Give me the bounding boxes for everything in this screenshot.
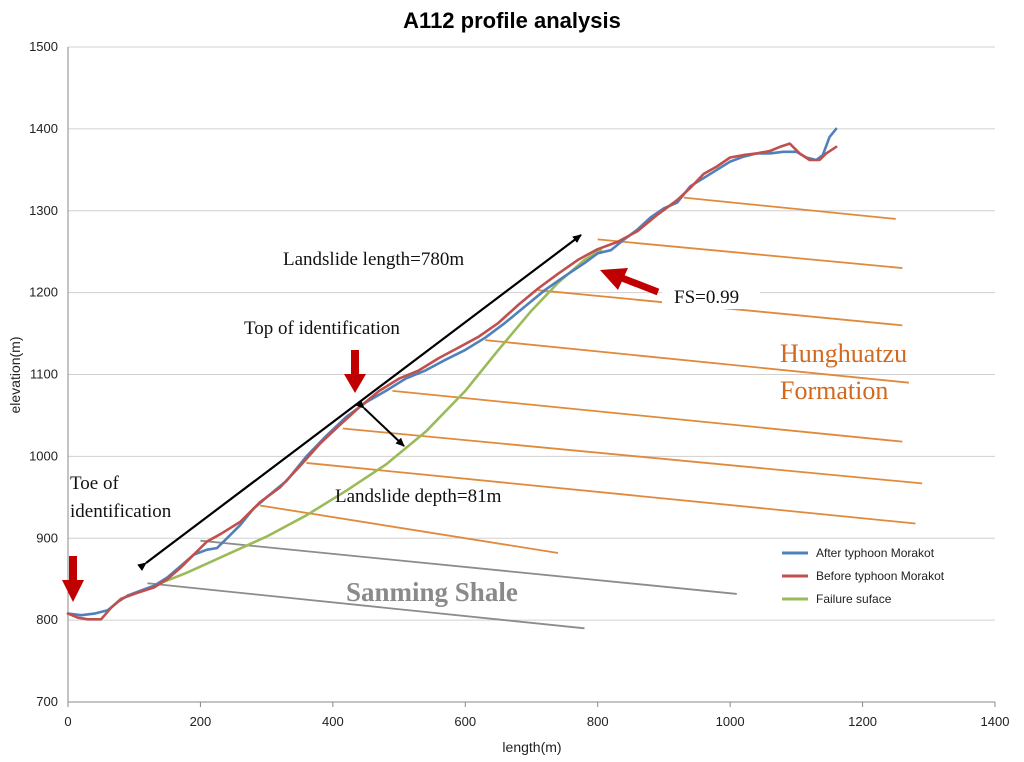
landslide-length-label: Landslide length=780m — [283, 249, 464, 270]
legend-label: Failure suface — [816, 592, 892, 606]
stratum-line-gray — [147, 582, 585, 630]
y-tick-label: 1400 — [29, 121, 58, 136]
stratum-line-orange — [259, 504, 559, 554]
stratum-line-orange — [597, 238, 903, 269]
x-tick-label: 1200 — [848, 714, 877, 729]
toe-identification-arrow — [62, 556, 84, 602]
gridlines — [68, 46, 995, 621]
formation-label-line2: Formation — [780, 376, 888, 405]
fs-label: FS=0.99 — [674, 287, 739, 308]
legend-label: Before typhoon Morakot — [816, 569, 945, 583]
y-axis-label: elevation(m) — [7, 336, 23, 413]
strata-lines — [147, 196, 923, 630]
chart-title: A112 profile analysis — [403, 8, 621, 33]
x-tick-label: 400 — [322, 714, 344, 729]
x-tick-label: 1400 — [981, 714, 1010, 729]
fs-label-background — [662, 283, 760, 309]
y-tick-label: 700 — [36, 694, 58, 709]
fs-arrow — [600, 268, 660, 296]
landslide-depth-label: Landslide depth=81m — [335, 486, 502, 507]
annotation-arrows — [62, 234, 660, 602]
y-tick-label: 1000 — [29, 448, 58, 463]
toe-identification-label-line2: identification — [70, 501, 172, 522]
series-line-1 — [66, 142, 838, 621]
x-tick-label: 600 — [454, 714, 476, 729]
stratum-line-orange — [683, 196, 896, 220]
x-tick-label: 800 — [587, 714, 609, 729]
shale-label: Sanming Shale — [346, 577, 518, 607]
x-tick-label: 200 — [190, 714, 212, 729]
landslide-length-arrow — [137, 234, 582, 572]
top-identification-arrow — [344, 350, 366, 393]
y-tick-label: 1200 — [29, 285, 58, 300]
x-axis-label: length(m) — [502, 739, 561, 755]
y-tick-label: 1500 — [29, 39, 58, 54]
legend-label: After typhoon Morakot — [816, 546, 935, 560]
y-tick-label: 1300 — [29, 203, 58, 218]
top-identification-label: Top of identification — [244, 318, 400, 339]
y-tick-label: 900 — [36, 530, 58, 545]
y-tick-label: 1100 — [30, 367, 58, 382]
x-tick-label: 0 — [64, 714, 71, 729]
axes: 700 800 900 1000 1100 1200 1300 1400 1500 0 200 400… — [29, 39, 1009, 729]
legend: After typhoon Morakot Before typhoon Mora… — [782, 546, 945, 606]
toe-identification-label-line1: Toe of — [70, 473, 119, 494]
y-tick-label: 800 — [36, 612, 58, 627]
x-tick-label: 1000 — [716, 714, 745, 729]
landslide-depth-arrow — [355, 399, 405, 447]
formation-label-line1: Hunghuatzu — [780, 339, 907, 368]
